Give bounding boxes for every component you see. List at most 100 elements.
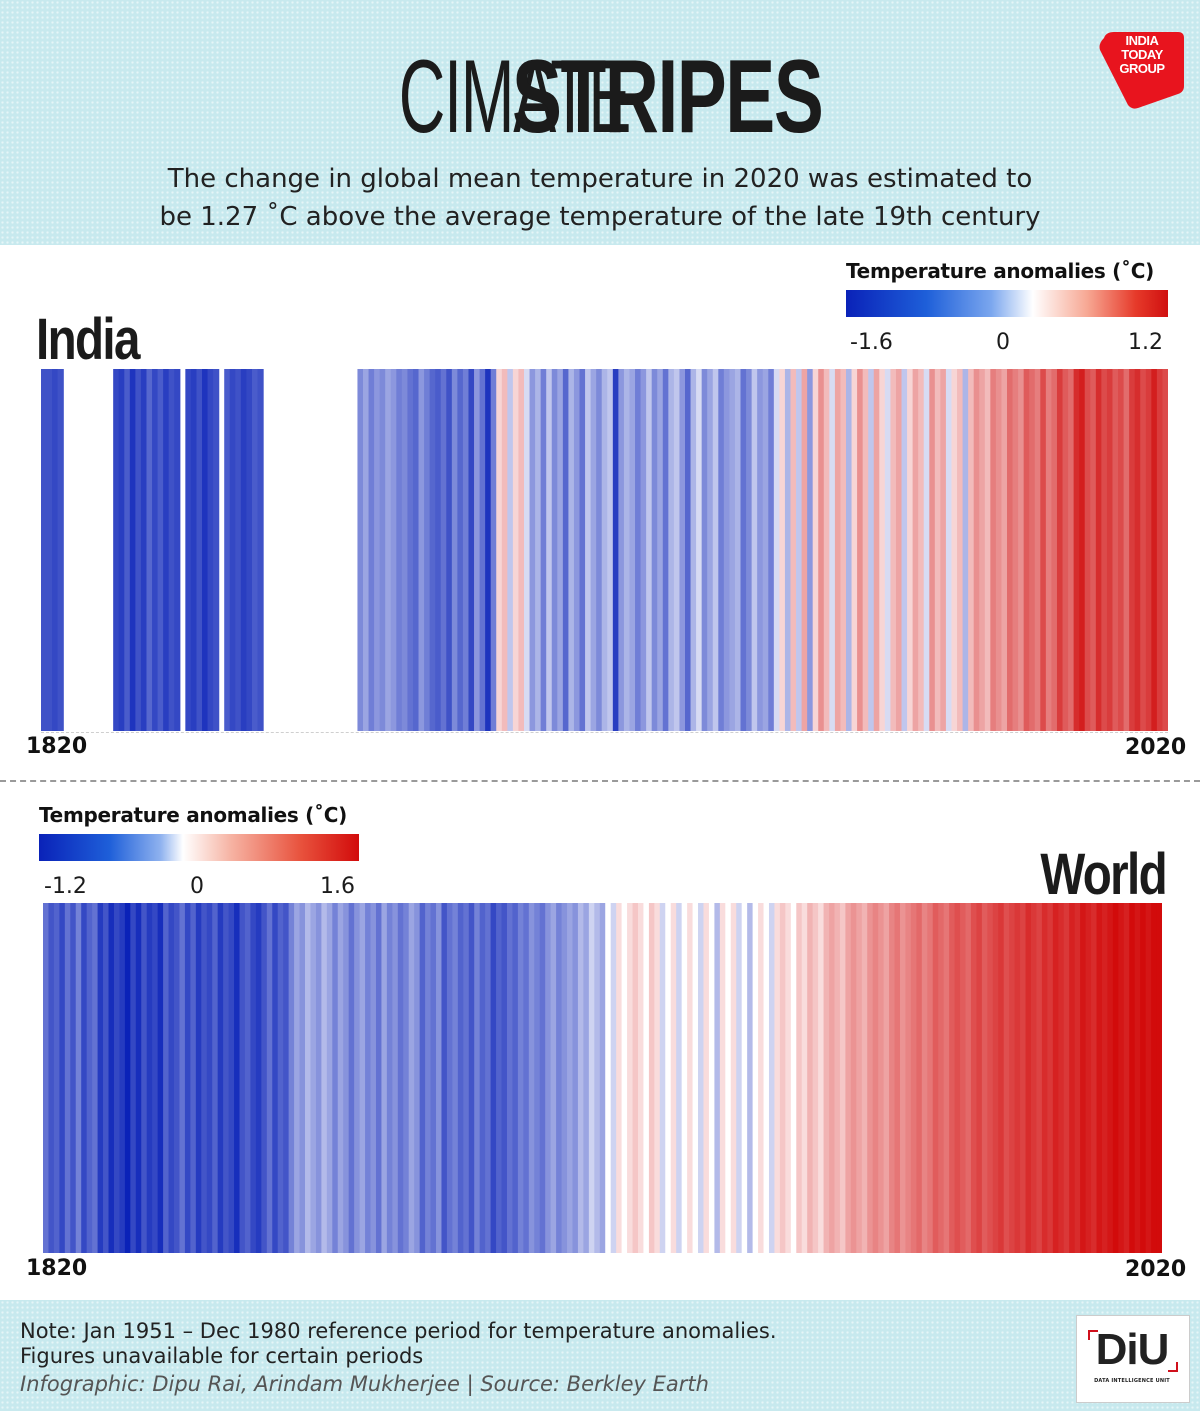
india-stripe-1987 <box>968 369 975 731</box>
world-stripe-1930 <box>643 903 650 1253</box>
india-stripe-1992 <box>995 369 1003 731</box>
india-stripe-1899 <box>479 369 486 731</box>
india-stripe-1835 <box>124 369 131 731</box>
india-stripe-1841 <box>157 369 164 731</box>
world-stripe-1849 <box>201 903 208 1253</box>
world-stripe-1953 <box>768 903 776 1253</box>
world-stripe-1950 <box>752 903 759 1253</box>
india-stripe-1842 <box>163 369 170 731</box>
world-stripe-1901 <box>485 903 492 1253</box>
world-stripe-1867 <box>299 903 306 1253</box>
india-stripe-1942 <box>718 369 725 731</box>
section-divider <box>0 780 1200 782</box>
india-stripe-2016 <box>1129 369 1136 731</box>
world-stripe-1832 <box>108 903 115 1253</box>
world-stripe-1983 <box>932 903 939 1253</box>
world-stripe-1871 <box>321 903 328 1253</box>
india-stripe-1996 <box>1018 369 1025 731</box>
world-stripe-1974 <box>883 903 890 1253</box>
world-stripe-1825 <box>70 903 77 1253</box>
world-stripe-1966 <box>839 903 847 1253</box>
world-stripe-1896 <box>457 903 464 1253</box>
world-stripe-1834 <box>119 903 126 1253</box>
india-stripe-1822 <box>52 369 59 731</box>
world-stripe-1954 <box>774 903 781 1253</box>
india-stripe-1961 <box>823 369 830 731</box>
india-stripe-1905 <box>512 369 520 731</box>
india-stripe-1939 <box>701 369 708 731</box>
india-stripe-1948 <box>751 369 758 731</box>
india-stripe-1986 <box>962 369 969 731</box>
world-stripe-2016 <box>1112 903 1119 1253</box>
subtitle-line-2: be 1.27 ˚C above the average temperature… <box>159 202 1041 232</box>
world-stripe-1924 <box>610 903 617 1253</box>
india-stripe-1911 <box>546 369 553 731</box>
world-stripe-1998 <box>1014 903 1021 1253</box>
world-legend-max: 1.6 <box>320 874 355 899</box>
india-stripe-1993 <box>1001 369 1008 731</box>
world-stripe-1922 <box>599 903 606 1253</box>
india-stripe-1893 <box>446 369 453 731</box>
world-stripe-1908 <box>523 903 530 1253</box>
credit-line: Infographic: Dipu Rai, Arindam Mukherjee… <box>20 1372 709 1396</box>
world-stripe-1997 <box>1009 903 1016 1253</box>
india-stripe-1898 <box>474 369 481 731</box>
world-stripe-1928 <box>632 903 639 1253</box>
india-stripe-1956 <box>796 369 803 731</box>
world-stripe-2007 <box>1063 903 1070 1253</box>
world-stripe-1900 <box>479 903 486 1253</box>
india-stripe-1923 <box>612 369 619 731</box>
india-stripe-1955 <box>790 369 797 731</box>
world-stripe-1999 <box>1020 903 1027 1253</box>
india-stripe-1941 <box>712 369 719 731</box>
world-stripe-2014 <box>1101 903 1109 1253</box>
world-stripe-1907 <box>517 903 524 1253</box>
world-stripe-1884 <box>392 903 399 1253</box>
world-stripe-1942 <box>708 903 715 1253</box>
world-stripe-1854 <box>228 903 235 1253</box>
india-end-year: 2020 <box>1125 735 1187 760</box>
india-label: India <box>36 307 140 372</box>
india-stripe-2020 <box>1151 369 1158 731</box>
title-light: CIMATE <box>398 39 632 155</box>
india-stripe-1910 <box>540 369 547 731</box>
india-stripe-2006 <box>1073 369 1080 731</box>
world-stripe-1836 <box>130 903 137 1253</box>
india-stripe-1975 <box>901 369 908 731</box>
india-stripe-2009 <box>1090 369 1097 731</box>
india-stripe-1878 <box>363 369 370 731</box>
india-stripe-1853 <box>224 369 231 731</box>
world-stripe-1840 <box>152 903 159 1253</box>
india-stripe-1974 <box>895 369 903 731</box>
india-today-logo <box>1099 32 1184 109</box>
world-stripe-1976 <box>894 903 901 1253</box>
world-stripe-1821 <box>48 903 55 1253</box>
world-stripe-1861 <box>266 903 273 1253</box>
india-stripe-1913 <box>557 369 564 731</box>
india-stripe-2019 <box>1145 369 1152 731</box>
india-stripe-2017 <box>1134 369 1141 731</box>
page-title: CIMATESTRIPES <box>0 42 1200 152</box>
world-stripe-1870 <box>315 903 322 1253</box>
world-stripe-1889 <box>419 903 426 1253</box>
world-stripe-1831 <box>103 903 110 1253</box>
world-stripe-1990 <box>970 903 978 1253</box>
india-stripe-1896 <box>462 369 470 731</box>
world-stripe-1973 <box>878 903 885 1253</box>
note-line-2: Figures unavailable for certain periods <box>20 1344 424 1368</box>
world-stripe-1938 <box>687 903 694 1253</box>
india-stripes-chart <box>41 369 1168 731</box>
world-stripe-1869 <box>310 903 317 1253</box>
world-stripe-1898 <box>468 903 475 1253</box>
india-stripe-1908 <box>529 369 536 731</box>
india-stripe-1931 <box>657 369 664 731</box>
india-legend-title: Temperature anomalies (˚C) <box>846 259 1154 283</box>
india-stripe-1929 <box>646 369 653 731</box>
world-stripe-1902 <box>490 903 497 1253</box>
world-stripe-2015 <box>1107 903 1114 1253</box>
world-stripe-1890 <box>425 903 432 1253</box>
world-stripe-1905 <box>506 903 514 1253</box>
world-stripe-1989 <box>965 903 972 1253</box>
india-stripe-2002 <box>1051 369 1058 731</box>
india-stripe-1904 <box>507 369 514 731</box>
